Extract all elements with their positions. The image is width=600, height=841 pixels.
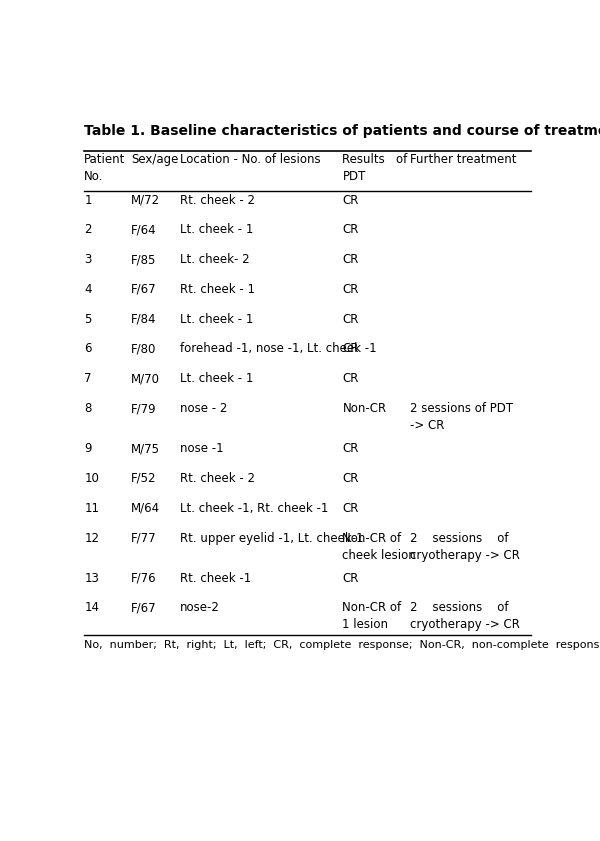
Text: 13: 13 <box>84 572 99 584</box>
Text: F/79: F/79 <box>131 402 157 415</box>
Text: M/75: M/75 <box>131 442 160 455</box>
Text: 1: 1 <box>84 193 92 207</box>
Text: nose -1: nose -1 <box>179 442 223 455</box>
Text: No,  number;  Rt,  right;  Lt,  left;  CR,  complete  response;  Non-CR,  non-co: No, number; Rt, right; Lt, left; CR, com… <box>84 640 600 650</box>
Text: CR: CR <box>343 472 359 485</box>
Text: F/64: F/64 <box>131 224 157 236</box>
Text: CR: CR <box>343 442 359 455</box>
Text: CR: CR <box>343 283 359 296</box>
Text: Patient
No.: Patient No. <box>84 153 125 183</box>
Text: 8: 8 <box>84 402 92 415</box>
Text: Further treatment: Further treatment <box>410 153 516 167</box>
Text: nose-2: nose-2 <box>179 601 220 615</box>
Text: Non-CR of
cheek lesion: Non-CR of cheek lesion <box>343 532 416 562</box>
Text: M/64: M/64 <box>131 502 160 515</box>
Text: CR: CR <box>343 502 359 515</box>
Text: Rt. cheek - 1: Rt. cheek - 1 <box>179 283 254 296</box>
Text: F/67: F/67 <box>131 601 157 615</box>
Text: CR: CR <box>343 193 359 207</box>
Text: Sex/age: Sex/age <box>131 153 178 167</box>
Text: Lt. cheek - 1: Lt. cheek - 1 <box>179 373 253 385</box>
Text: F/84: F/84 <box>131 313 156 325</box>
Text: CR: CR <box>343 373 359 385</box>
Text: Lt. cheek -1, Rt. cheek -1: Lt. cheek -1, Rt. cheek -1 <box>179 502 328 515</box>
Text: 2    sessions    of
cryotherapy -> CR: 2 sessions of cryotherapy -> CR <box>410 601 520 632</box>
Text: Rt. cheek -1: Rt. cheek -1 <box>179 572 251 584</box>
Text: 7: 7 <box>84 373 92 385</box>
Text: 2: 2 <box>84 224 92 236</box>
Text: forehead -1, nose -1, Lt. cheek -1: forehead -1, nose -1, Lt. cheek -1 <box>179 342 376 356</box>
Text: CR: CR <box>343 342 359 356</box>
Text: 12: 12 <box>84 532 100 545</box>
Text: CR: CR <box>343 253 359 266</box>
Text: F/52: F/52 <box>131 472 156 485</box>
Text: 9: 9 <box>84 442 92 455</box>
Text: 4: 4 <box>84 283 92 296</box>
Text: Results   of
PDT: Results of PDT <box>343 153 407 183</box>
Text: Non-CR of
1 lesion: Non-CR of 1 lesion <box>343 601 401 632</box>
Text: F/85: F/85 <box>131 253 156 266</box>
Text: Location - No. of lesions: Location - No. of lesions <box>179 153 320 167</box>
Text: M/70: M/70 <box>131 373 160 385</box>
Text: F/76: F/76 <box>131 572 157 584</box>
Text: 5: 5 <box>84 313 92 325</box>
Text: Rt. cheek - 2: Rt. cheek - 2 <box>179 193 254 207</box>
Text: CR: CR <box>343 224 359 236</box>
Text: Lt. cheek- 2: Lt. cheek- 2 <box>179 253 249 266</box>
Text: Lt. cheek - 1: Lt. cheek - 1 <box>179 313 253 325</box>
Text: M/72: M/72 <box>131 193 160 207</box>
Text: Rt. upper eyelid -1, Lt. cheek-1: Rt. upper eyelid -1, Lt. cheek-1 <box>179 532 363 545</box>
Text: CR: CR <box>343 313 359 325</box>
Text: CR: CR <box>343 572 359 584</box>
Text: 2 sessions of PDT
-> CR: 2 sessions of PDT -> CR <box>410 402 513 432</box>
Text: F/77: F/77 <box>131 532 157 545</box>
Text: 6: 6 <box>84 342 92 356</box>
Text: F/67: F/67 <box>131 283 157 296</box>
Text: 3: 3 <box>84 253 92 266</box>
Text: 2    sessions    of
cryotherapy -> CR: 2 sessions of cryotherapy -> CR <box>410 532 520 562</box>
Text: 11: 11 <box>84 502 100 515</box>
Text: F/80: F/80 <box>131 342 156 356</box>
Text: Non-CR: Non-CR <box>343 402 386 415</box>
Text: 10: 10 <box>84 472 99 485</box>
Text: Rt. cheek - 2: Rt. cheek - 2 <box>179 472 254 485</box>
Text: Table 1. Baseline characteristics of patients and course of treatment of AKs: Table 1. Baseline characteristics of pat… <box>84 124 600 138</box>
Text: nose - 2: nose - 2 <box>179 402 227 415</box>
Text: 14: 14 <box>84 601 100 615</box>
Text: Lt. cheek - 1: Lt. cheek - 1 <box>179 224 253 236</box>
